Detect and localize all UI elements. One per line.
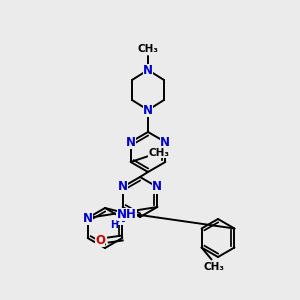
Text: CH₃: CH₃ (203, 262, 224, 272)
Text: CH₃: CH₃ (137, 44, 158, 54)
Text: N: N (116, 212, 126, 224)
Text: N: N (143, 64, 153, 76)
Text: CH₃: CH₃ (148, 148, 169, 158)
Text: N: N (126, 136, 136, 148)
Text: N: N (118, 181, 128, 194)
Text: H: H (110, 220, 118, 230)
Text: O: O (95, 233, 105, 247)
Text: N: N (143, 103, 153, 116)
Text: N: N (160, 136, 170, 148)
Text: N: N (83, 212, 93, 224)
Text: NH: NH (117, 208, 137, 220)
Text: N: N (152, 181, 162, 194)
